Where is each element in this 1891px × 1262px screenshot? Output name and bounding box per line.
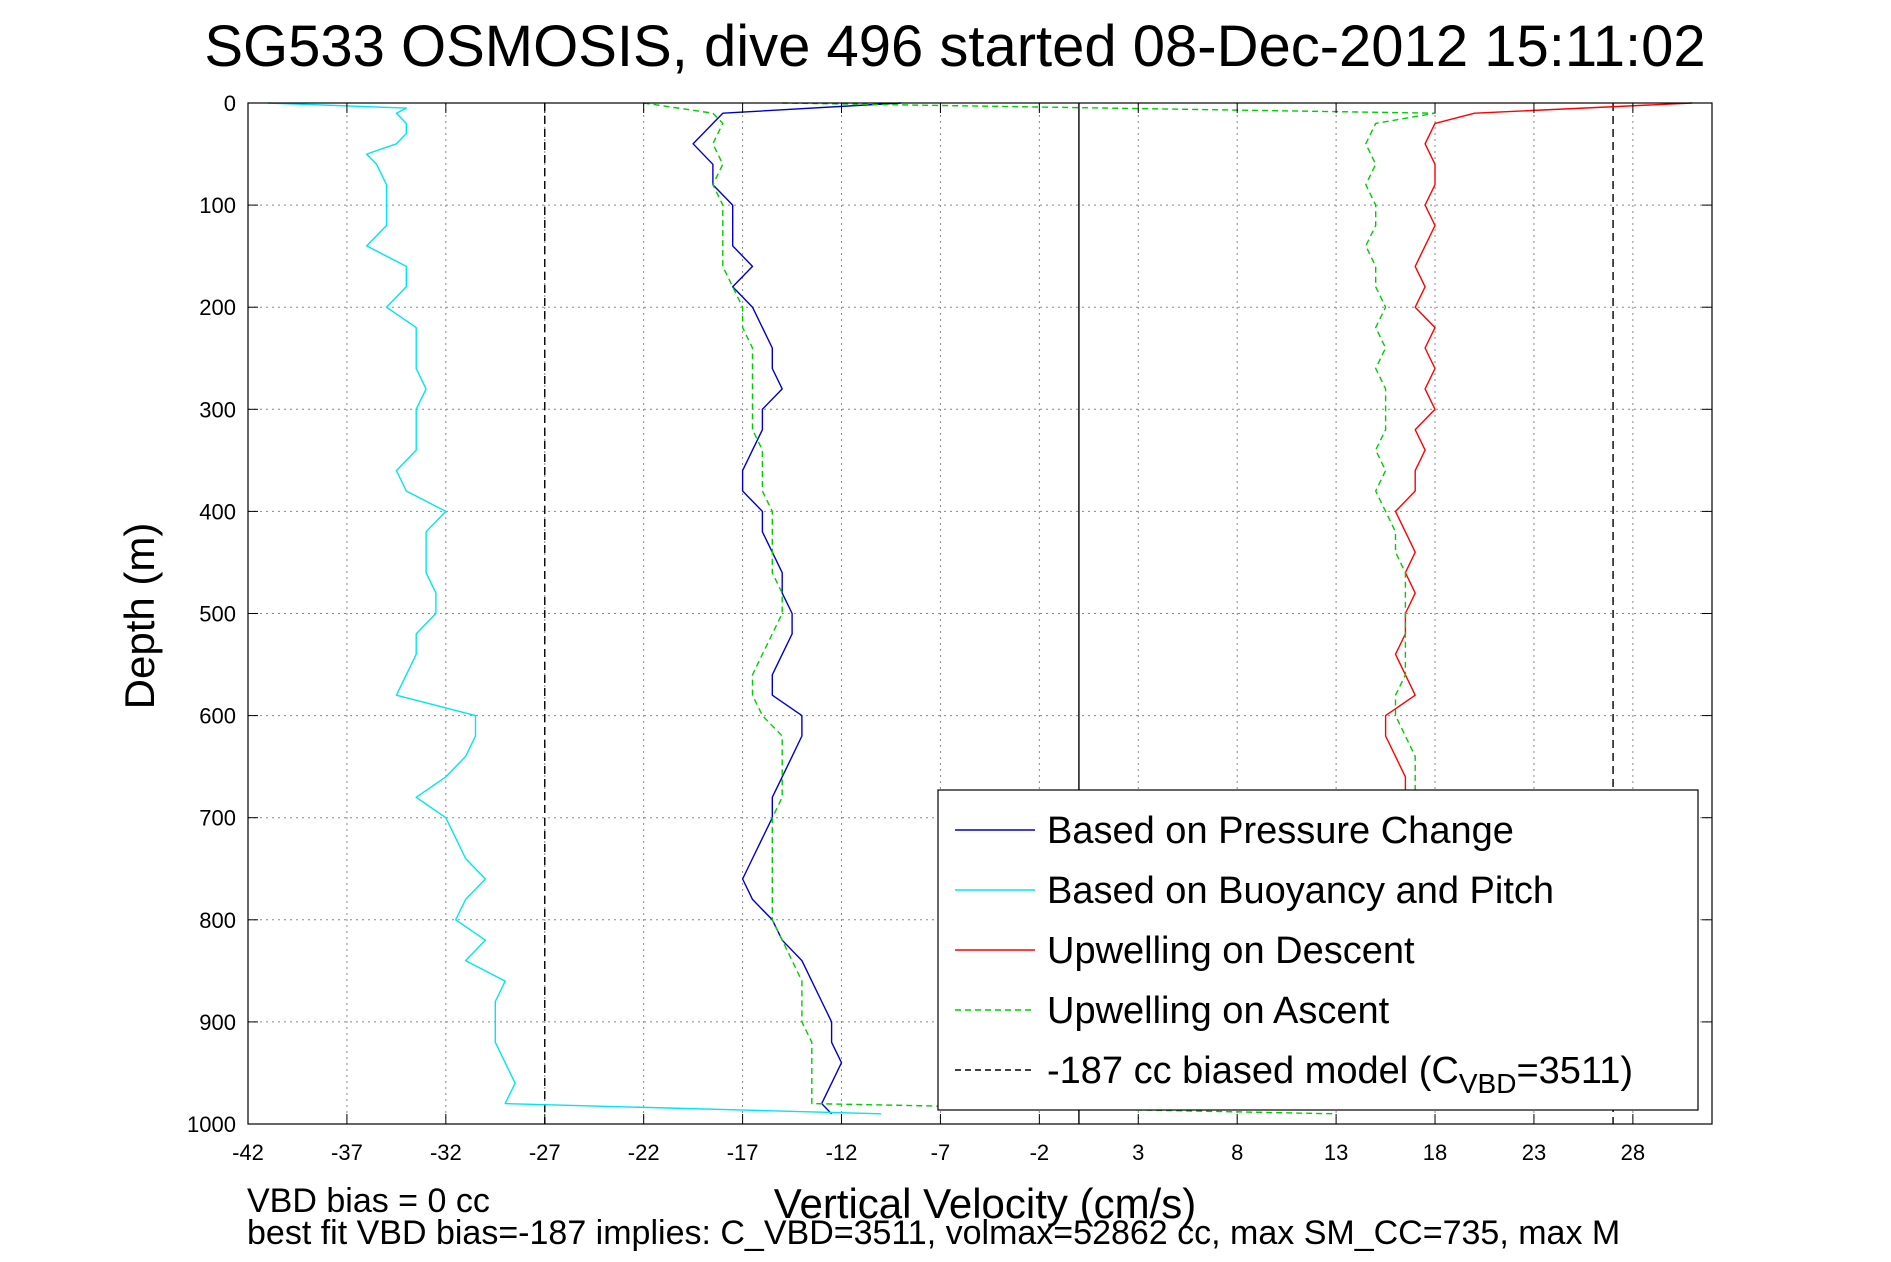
x-tick-label: -12 xyxy=(826,1140,858,1165)
footer-line-1: VBD bias = 0 cc xyxy=(247,1182,490,1220)
y-tick-label: 700 xyxy=(199,806,236,831)
legend-entry-2: Upwelling on Descent xyxy=(1047,930,1415,972)
y-axis-label: Depth (m) xyxy=(116,523,163,710)
y-tick-label: 600 xyxy=(199,704,236,729)
y-tick-label: 100 xyxy=(199,193,236,218)
x-tick-label: 23 xyxy=(1522,1140,1546,1165)
x-tick-label: 13 xyxy=(1324,1140,1348,1165)
chart-title: SG533 OSMOSIS, dive 496 started 08-Dec-2… xyxy=(204,14,1705,79)
legend-box xyxy=(937,789,1699,1111)
series-line-2 xyxy=(1384,102,1693,798)
x-tick-label: -37 xyxy=(331,1140,363,1165)
data-series xyxy=(267,102,1693,1115)
x-tick-label: 18 xyxy=(1423,1140,1447,1165)
legend-entry-3: Upwelling on Ascent xyxy=(1047,990,1390,1032)
x-axis-label: Vertical Velocity (cm/s) xyxy=(774,1180,1196,1227)
footer-line-2: best fit VBD bias=-187 implies: C_VBD=35… xyxy=(247,1214,1621,1252)
x-tick-label: -42 xyxy=(232,1140,264,1165)
x-tick-label: -17 xyxy=(727,1140,759,1165)
x-tick-label: -32 xyxy=(430,1140,462,1165)
x-tick-label: -7 xyxy=(931,1140,951,1165)
legend: Based on Pressure Change Based on Buoyanc… xyxy=(937,789,1699,1111)
series-line-0 xyxy=(692,102,901,1115)
x-tick-label: -22 xyxy=(628,1140,660,1165)
series-line-3 xyxy=(782,102,1436,798)
x-tick-label: 8 xyxy=(1231,1140,1243,1165)
x-axis-ticks: -42 -37 -32 -27 -22 -17 -12 -7 -2 3 8 13 18 23 28 xyxy=(232,103,1645,1165)
legend-entry-1: Based on Buoyancy and Pitch xyxy=(1047,870,1554,912)
y-tick-label: 400 xyxy=(199,499,236,524)
x-tick-label: -2 xyxy=(1030,1140,1050,1165)
y-tick-label: 1000 xyxy=(187,1112,236,1137)
legend-entry-4: -187 cc biased model (CVBD=3511) xyxy=(1047,1050,1633,1099)
y-tick-label: 800 xyxy=(199,908,236,933)
x-tick-label: 28 xyxy=(1621,1140,1645,1165)
y-tick-label: 200 xyxy=(199,295,236,320)
y-tick-label: 0 xyxy=(224,91,236,116)
y-tick-label: 500 xyxy=(199,602,236,627)
y-axis-ticks: 0 100 200 300 400 500 600 700 800 900 1000 xyxy=(187,91,1712,1137)
x-tick-label: 3 xyxy=(1132,1140,1144,1165)
y-tick-label: 900 xyxy=(199,1010,236,1035)
series-line-1 xyxy=(267,102,882,1115)
x-tick-label: -27 xyxy=(529,1140,561,1165)
y-tick-label: 300 xyxy=(199,397,236,422)
legend-entry-0: Based on Pressure Change xyxy=(1047,810,1514,852)
